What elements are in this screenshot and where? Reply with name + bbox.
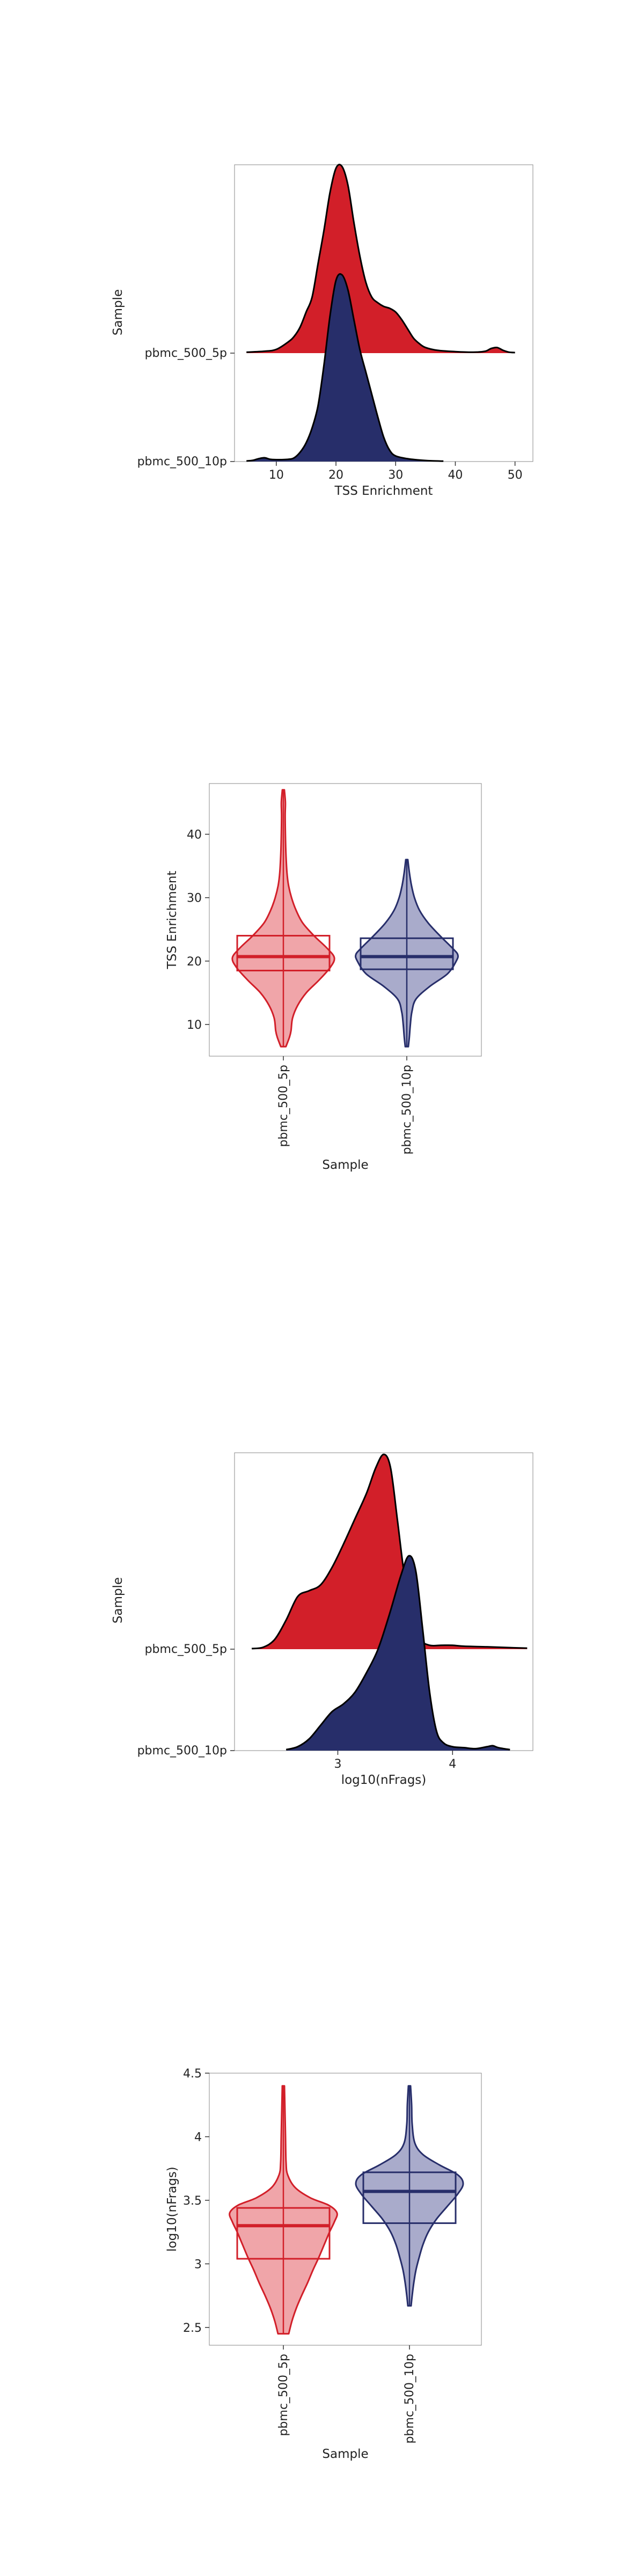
x-tick-label: pbmc_500_10p	[400, 1065, 414, 1154]
y-tick-label: 4	[194, 2131, 202, 2144]
x-axis-title: log10(nFrags)	[341, 1773, 427, 1787]
box-pbmc_500_5p	[236, 935, 331, 972]
density-line-pbmc_500_5p	[246, 164, 515, 354]
density-fill-pbmc_500_10p	[286, 1555, 510, 1751]
x-tick-label: 50	[508, 469, 523, 482]
violin-chart: pbmc_500_5p pbmc_500_10p 2.5 3 3.5 4 4.5 Sample…	[165, 2067, 482, 2461]
ridgeline-chart: pbmc_500_5p pbmc_500_10p 3 4 log10(nFrags) Sa…	[111, 1452, 533, 1787]
y-tick-label: 20	[187, 955, 202, 969]
y-tick-label: pbmc_500_5p	[145, 1643, 227, 1656]
box-pbmc_500_10p	[360, 937, 454, 970]
y-tick-label: 2.5	[183, 2322, 202, 2335]
density-fill-pbmc_500_10p	[246, 274, 444, 462]
y-tick-label: pbmc_500_5p	[145, 347, 227, 360]
y-tick-label: 3.5	[183, 2194, 202, 2208]
y-tick-label: 3	[194, 2258, 202, 2271]
y-axis-title: TSS Enrichment	[165, 871, 179, 970]
y-axis-title: log10(nFrags)	[165, 2167, 179, 2252]
ridgeline-chart: pbmc_500_5p pbmc_500_10p 10 20 30 40 50 TSS Enr…	[111, 164, 533, 498]
x-tick-label: pbmc_500_10p	[403, 2354, 416, 2443]
plot-frame	[209, 783, 482, 1057]
density-fill-pbmc_500_5p	[252, 1454, 528, 1649]
x-tick-label: 3	[334, 1758, 341, 1771]
x-axis-title: TSS Enrichment	[334, 484, 433, 498]
box-pbmc_500_10p	[362, 2171, 457, 2224]
y-tick-label: 40	[187, 829, 202, 842]
y-tick-label: 10	[187, 1019, 202, 1032]
x-tick-label: pbmc_500_5p	[277, 2354, 290, 2436]
x-tick-label: 10	[269, 469, 284, 482]
y-tick-label: pbmc_500_10p	[137, 455, 227, 469]
x-tick-label: pbmc_500_5p	[277, 1065, 290, 1147]
box-pbmc_500_5p	[236, 2207, 331, 2260]
x-tick-label: 30	[388, 469, 403, 482]
density-fill-pbmc_500_5p	[246, 164, 515, 353]
density-line-pbmc_500_10p	[246, 273, 444, 462]
x-axis-title: Sample	[322, 1158, 368, 1172]
x-tick-label: 4	[449, 1758, 456, 1771]
x-tick-label: 40	[448, 469, 463, 482]
density-line-pbmc_500_10p	[286, 1555, 510, 1751]
y-tick-label: 30	[187, 892, 202, 905]
plot-frame	[209, 2073, 482, 2346]
x-axis-title: Sample	[322, 2447, 368, 2461]
x-tick-label: 20	[328, 469, 343, 482]
y-tick-label: 4.5	[183, 2067, 202, 2081]
y-axis-title: Sample	[111, 1577, 125, 1623]
y-axis-title: Sample	[111, 289, 125, 335]
violin-chart: pbmc_500_5p pbmc_500_10p 10 20 30 40 Sample TSS…	[165, 783, 482, 1172]
y-tick-label: pbmc_500_10p	[137, 1744, 227, 1758]
density-line-pbmc_500_5p	[251, 1453, 528, 1650]
